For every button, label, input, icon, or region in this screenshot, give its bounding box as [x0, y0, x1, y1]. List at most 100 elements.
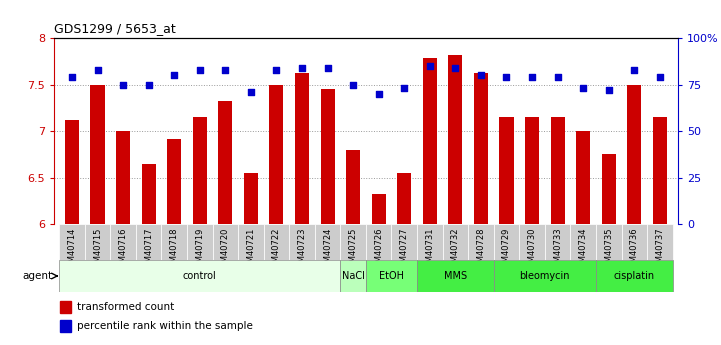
Bar: [340, 260, 366, 292]
Bar: [136, 224, 162, 260]
Point: [578, 86, 589, 91]
Bar: [468, 224, 494, 260]
Bar: [570, 224, 596, 260]
Bar: [525, 117, 539, 224]
Text: GSM40723: GSM40723: [298, 227, 306, 273]
Text: percentile rank within the sample: percentile rank within the sample: [77, 321, 253, 331]
Text: GSM40725: GSM40725: [349, 227, 358, 273]
Bar: [244, 173, 258, 224]
Text: GSM40732: GSM40732: [451, 227, 460, 273]
Text: bleomycin: bleomycin: [520, 271, 570, 281]
Bar: [596, 224, 622, 260]
Point: [475, 72, 487, 78]
Bar: [443, 224, 468, 260]
Text: GSM40736: GSM40736: [629, 227, 639, 273]
Text: GSM40728: GSM40728: [477, 227, 485, 273]
Text: GSM40729: GSM40729: [502, 227, 511, 273]
Bar: [116, 131, 130, 224]
Bar: [653, 117, 667, 224]
Bar: [500, 117, 513, 224]
Point: [348, 82, 359, 87]
Bar: [218, 101, 232, 224]
Bar: [647, 224, 673, 260]
Bar: [627, 85, 641, 224]
Bar: [392, 224, 417, 260]
Bar: [596, 260, 673, 292]
Text: NaCl: NaCl: [342, 271, 365, 281]
Text: GSM40720: GSM40720: [221, 227, 230, 273]
Bar: [193, 117, 207, 224]
Text: GSM40721: GSM40721: [247, 227, 255, 273]
Point: [450, 65, 461, 70]
Point: [629, 67, 640, 72]
Point: [66, 74, 78, 80]
Point: [603, 87, 614, 93]
Text: GSM40715: GSM40715: [93, 227, 102, 273]
Bar: [397, 173, 411, 224]
Text: GSM40734: GSM40734: [579, 227, 588, 273]
Bar: [576, 131, 590, 224]
Bar: [602, 155, 616, 224]
Text: cisplatin: cisplatin: [614, 271, 655, 281]
Bar: [417, 260, 494, 292]
Text: agent: agent: [22, 271, 53, 281]
Bar: [110, 224, 136, 260]
Point: [92, 67, 103, 72]
Bar: [371, 195, 386, 224]
Text: GSM40714: GSM40714: [68, 227, 76, 273]
Text: GSM40722: GSM40722: [272, 227, 281, 273]
Bar: [295, 73, 309, 224]
Bar: [162, 224, 187, 260]
Bar: [545, 224, 570, 260]
Bar: [59, 224, 85, 260]
Bar: [417, 224, 443, 260]
Bar: [270, 85, 283, 224]
Bar: [59, 260, 340, 292]
Text: EtOH: EtOH: [379, 271, 404, 281]
Bar: [346, 150, 360, 224]
Bar: [366, 224, 392, 260]
Text: GSM40716: GSM40716: [118, 227, 128, 273]
Point: [424, 63, 435, 69]
Bar: [91, 85, 105, 224]
Text: GSM40718: GSM40718: [169, 227, 179, 273]
Point: [245, 89, 257, 95]
Text: GSM40735: GSM40735: [604, 227, 614, 273]
Text: GSM40724: GSM40724: [323, 227, 332, 273]
Text: transformed count: transformed count: [77, 302, 174, 312]
Bar: [61, 301, 71, 313]
Text: GSM40731: GSM40731: [425, 227, 434, 273]
Point: [322, 65, 333, 70]
Text: GDS1299 / 5653_at: GDS1299 / 5653_at: [54, 22, 176, 36]
Text: GSM40737: GSM40737: [655, 227, 664, 273]
Point: [296, 65, 308, 70]
Text: GSM40730: GSM40730: [528, 227, 536, 273]
Text: control: control: [183, 271, 216, 281]
Text: GSM40719: GSM40719: [195, 227, 204, 273]
Bar: [187, 224, 213, 260]
Text: MMS: MMS: [444, 271, 467, 281]
Bar: [264, 224, 289, 260]
Point: [169, 72, 180, 78]
Bar: [622, 224, 647, 260]
Point: [143, 82, 154, 87]
Bar: [448, 55, 462, 224]
Text: GSM40733: GSM40733: [553, 227, 562, 273]
Bar: [61, 320, 71, 332]
Bar: [85, 224, 110, 260]
Bar: [213, 224, 238, 260]
Point: [500, 74, 512, 80]
Bar: [519, 224, 545, 260]
Bar: [340, 224, 366, 260]
Point: [552, 74, 563, 80]
Text: GSM40726: GSM40726: [374, 227, 383, 273]
Point: [526, 74, 538, 80]
Point: [373, 91, 384, 97]
Bar: [551, 117, 565, 224]
Point: [654, 74, 665, 80]
Bar: [167, 139, 181, 224]
Bar: [141, 164, 156, 224]
Bar: [65, 120, 79, 224]
Point: [118, 82, 129, 87]
Point: [220, 67, 231, 72]
